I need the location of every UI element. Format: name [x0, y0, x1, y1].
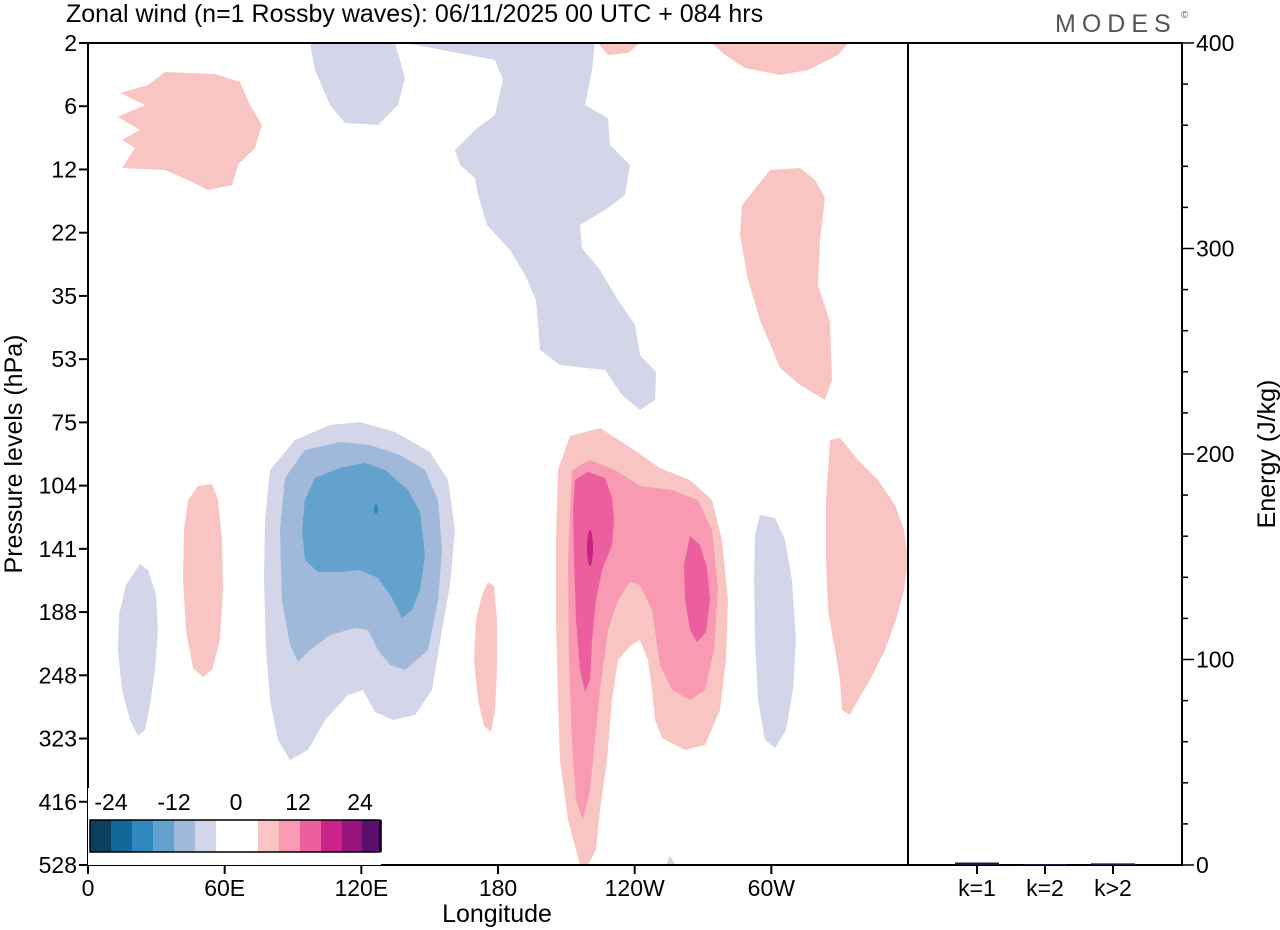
y-tick-label: 188 — [39, 599, 77, 625]
colorbar-label: 0 — [230, 789, 243, 815]
y2-tick-label: 200 — [1196, 441, 1234, 467]
brand-logo-mark: © — [1181, 10, 1189, 21]
contour-neg-upper-center — [405, 43, 656, 410]
y2-axis-ticks: 0 100 200 300 400 — [1182, 30, 1234, 878]
energy-bar — [1023, 864, 1067, 865]
y2-tick-label: 400 — [1196, 30, 1234, 56]
y-tick-label: 416 — [39, 789, 77, 815]
contour-neg-upper-center — [310, 43, 405, 125]
colorbar-label: -24 — [94, 789, 127, 815]
energy-plot-frame — [907, 42, 1183, 866]
energy-bar — [955, 862, 999, 865]
x-tick-label: 60W — [748, 875, 796, 901]
energy-bar — [1091, 863, 1135, 865]
colorbar-swatch — [258, 820, 279, 852]
contour-pos-lower-left — [183, 484, 223, 677]
contour-neg-east — [754, 515, 796, 748]
contour-neg-bottom-blip — [666, 856, 676, 865]
colorbar-label: 12 — [285, 789, 311, 815]
x-tick-label: 60E — [204, 875, 245, 901]
y-tick-label: 6 — [64, 93, 77, 119]
contour-field — [118, 43, 908, 865]
energy-category-label: k=1 — [958, 875, 996, 901]
contour-pos-main-east-inner-2 — [684, 536, 710, 642]
contour-pos-upper-right — [740, 168, 832, 400]
y-tick-label: 53 — [51, 346, 77, 372]
energy-category-label: k=2 — [1026, 875, 1064, 901]
y-tick-label: 22 — [51, 220, 77, 246]
colorbar-swatch — [300, 820, 321, 852]
colorbar-swatch — [90, 820, 111, 852]
y2-tick-label: 0 — [1196, 852, 1209, 878]
colorbar-swatch — [321, 820, 342, 852]
y2-tick-label: 100 — [1196, 647, 1234, 673]
contour-pos-far-east — [826, 438, 908, 715]
y2-axis-label: Energy (J/kg) — [1253, 380, 1280, 529]
y-tick-label: 248 — [39, 662, 77, 688]
y-tick-label: 75 — [51, 409, 77, 435]
colorbar-swatch — [132, 820, 153, 852]
contour-pos-upper-left — [118, 72, 262, 190]
colorbar-label: 24 — [347, 789, 373, 815]
contour-pos-top-right — [712, 43, 848, 75]
brand-logo: MODES — [1055, 10, 1177, 38]
colorbar-swatch — [174, 820, 195, 852]
contour-pos-main-east-inner — [573, 472, 614, 692]
x-tick-label: 120W — [605, 875, 665, 901]
x-tick-label: 120E — [334, 875, 388, 901]
y-tick-label: 12 — [51, 156, 77, 182]
energy-category-label: k>2 — [1094, 875, 1132, 901]
colorbar-swatch — [279, 820, 300, 852]
colorbar-frame — [89, 819, 381, 853]
contour-neg-main-west-inner — [302, 463, 425, 618]
y-tick-label: 141 — [39, 536, 77, 562]
y2-tick-label: 300 — [1196, 236, 1234, 262]
y-axis-ticks: 2 6 12 22 35 53 75 104 141 188 248 323 416 528 — [39, 30, 88, 878]
contour-pos-lower-mid — [474, 582, 497, 732]
contour-pos-main-east-core — [587, 530, 593, 566]
x-tick-label: 180 — [479, 875, 517, 901]
energy-bars — [955, 862, 1135, 865]
contour-neg-lower-left — [118, 564, 158, 736]
contour-neg-main-west-core — [374, 504, 378, 514]
y-tick-label: 104 — [39, 473, 78, 499]
y-tick-label: 528 — [39, 852, 77, 878]
colorbar-swatch — [111, 820, 132, 852]
colorbar-labels: -24 -12 0 12 24 — [94, 789, 373, 815]
colorbar-swatch — [216, 820, 258, 852]
y-tick-label: 323 — [39, 726, 77, 752]
colorbar-swatch — [362, 820, 382, 852]
y-axis-label: Pressure levels (hPa) — [0, 335, 28, 574]
contour-pos-top-right-small — [598, 43, 640, 55]
colorbar-label: -12 — [157, 789, 190, 815]
energy-category-ticks: k=1 k=2 k>2 — [958, 865, 1132, 901]
colorbar-swatches — [90, 820, 382, 852]
y-tick-label: 2 — [64, 30, 77, 56]
colorbar-swatch — [342, 820, 362, 852]
colorbar-swatch — [195, 820, 216, 852]
x-tick-label: 0 — [82, 875, 95, 901]
chart-title: Zonal wind (n=1 Rossby waves): 06/11/202… — [66, 0, 763, 28]
x-axis-ticks: 0 60E 120E 180 120W 60W — [82, 865, 796, 901]
colorbar-legend: -24 -12 0 12 24 — [88, 788, 382, 865]
colorbar-swatch — [153, 820, 174, 852]
x-axis-label: Longitude — [442, 900, 552, 928]
y-tick-label: 35 — [51, 283, 77, 309]
